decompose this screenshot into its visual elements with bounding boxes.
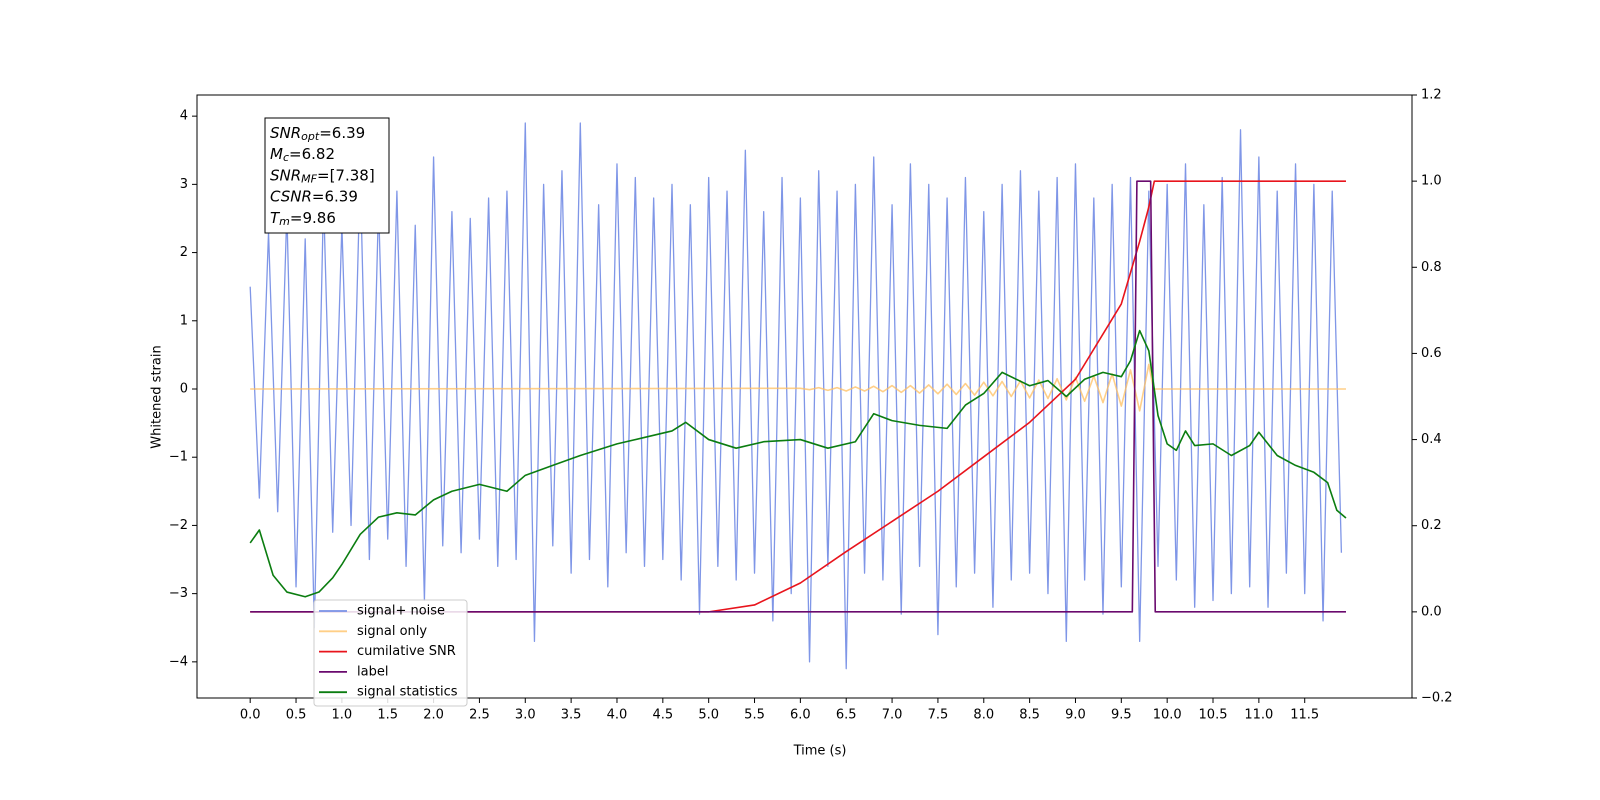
x-tick-label: 3.5 — [561, 708, 582, 723]
x-tick-label: 10.5 — [1199, 708, 1228, 723]
x-tick-label: 2.0 — [423, 708, 444, 723]
x-tick-label: 8.0 — [973, 708, 994, 723]
series-line — [250, 363, 1346, 412]
annotation-line: SNRopt=6.39 — [270, 124, 365, 144]
annotation-subscript: m — [279, 215, 290, 228]
x-tick-label: 5.0 — [698, 708, 719, 723]
legend-label: signal only — [357, 624, 427, 639]
annotation-line: SNRMF=[7.38] — [270, 166, 375, 186]
annotation-text: =[7.38] — [317, 166, 375, 184]
annotation-symbol: M — [270, 145, 283, 163]
y-tick-label: 4 — [180, 109, 188, 124]
y2-tick-label: 0.2 — [1421, 518, 1442, 533]
annotation-line: Tm=9.86 — [270, 208, 336, 228]
x-tick-label: 1.0 — [332, 708, 353, 723]
annotation-subscript: c — [283, 151, 289, 164]
x-tick-label: 1.5 — [377, 708, 398, 723]
y2-tick-label: 0.4 — [1421, 432, 1442, 447]
annotation-symbol: SNR — [270, 124, 301, 142]
annotation-line: CSNR=6.39 — [270, 187, 358, 205]
x-tick-label: 10.0 — [1153, 708, 1182, 723]
plot-frame — [196, 94, 1413, 699]
x-tick-label: 11.5 — [1290, 708, 1319, 723]
y2-tick-label: 0.0 — [1421, 604, 1442, 619]
x-tick-label: 0.0 — [240, 708, 261, 723]
series-line — [249, 329, 1347, 598]
y2-tick-label: −0.2 — [1421, 691, 1453, 706]
x-tick-label: 11.0 — [1244, 708, 1273, 723]
y-tick-label: −1 — [169, 450, 188, 465]
y2-tick-label: 1.2 — [1421, 88, 1442, 103]
legend-label: label — [357, 664, 388, 679]
y-tick-label: −4 — [169, 654, 188, 669]
y-tick-label: 1 — [180, 313, 188, 328]
x-tick-label: 7.0 — [882, 708, 903, 723]
y2-tick-label: 0.6 — [1421, 346, 1442, 361]
y2-tick-label: 1.0 — [1421, 174, 1442, 189]
x-axis-label: Time (s) — [793, 744, 847, 759]
x-tick-label: 4.5 — [652, 708, 673, 723]
y-tick-label: −3 — [169, 586, 188, 601]
x-tick-label: 7.5 — [928, 708, 949, 723]
x-tick-label: 4.0 — [607, 708, 628, 723]
legend-label: signal statistics — [357, 685, 458, 700]
y-tick-label: 3 — [180, 177, 188, 192]
y-axis-label: Whitened strain — [150, 345, 165, 448]
y-tick-label: −2 — [169, 518, 188, 533]
x-tick-label: 6.5 — [836, 708, 857, 723]
legend-box — [313, 599, 468, 707]
x-tick-label: 6.0 — [790, 708, 811, 723]
annotation-text: =6.82 — [289, 145, 335, 163]
x-tick-label: 8.5 — [1019, 708, 1040, 723]
x-tick-label: 0.5 — [286, 708, 307, 723]
series-line — [249, 122, 1343, 670]
x-tick-label: 9.0 — [1065, 708, 1086, 723]
x-tick-label: 5.5 — [744, 708, 765, 723]
annotation-subscript: MF — [301, 172, 317, 185]
annotation-box — [264, 117, 390, 234]
x-tick-label: 9.5 — [1111, 708, 1132, 723]
annotation-subscript: opt — [301, 130, 320, 143]
y-tick-label: 2 — [180, 245, 188, 260]
annotation-line: Mc=6.82 — [270, 145, 335, 165]
series-line — [250, 180, 1346, 613]
x-tick-label: 2.5 — [469, 708, 490, 723]
annotation-symbol: CSNR — [270, 187, 312, 205]
y2-tick-label: 0.8 — [1421, 260, 1442, 275]
annotation-symbol: SNR — [270, 166, 301, 184]
annotation-symbol: T — [270, 208, 281, 226]
annotation-text: =6.39 — [319, 124, 365, 142]
annotation-text: =6.39 — [312, 187, 358, 205]
x-tick-label: 3.0 — [515, 708, 536, 723]
y-tick-label: 0 — [180, 381, 188, 396]
series-line — [250, 180, 1346, 613]
legend-label: signal+ noise — [357, 604, 445, 619]
legend-label: cumilative SNR — [357, 644, 456, 659]
annotation-text: =9.86 — [290, 208, 336, 226]
